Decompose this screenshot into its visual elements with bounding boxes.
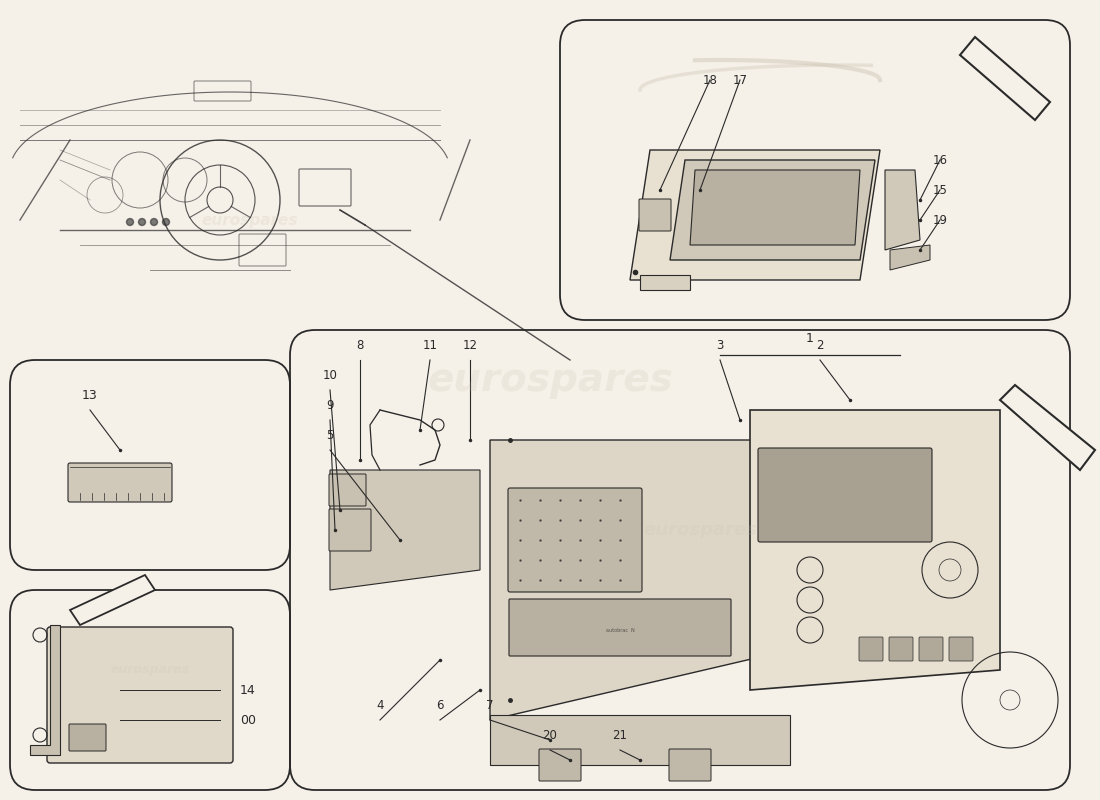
Circle shape	[126, 218, 133, 226]
FancyBboxPatch shape	[509, 599, 732, 656]
Polygon shape	[960, 37, 1050, 120]
FancyBboxPatch shape	[329, 509, 371, 551]
Text: 17: 17	[733, 74, 748, 86]
Circle shape	[139, 218, 145, 226]
Circle shape	[151, 218, 157, 226]
Polygon shape	[30, 625, 60, 755]
Polygon shape	[750, 410, 1000, 690]
FancyBboxPatch shape	[949, 637, 974, 661]
Text: 20: 20	[542, 729, 558, 742]
Text: 15: 15	[933, 183, 947, 197]
Circle shape	[163, 218, 169, 226]
Text: 4: 4	[376, 699, 384, 712]
FancyBboxPatch shape	[639, 199, 671, 231]
FancyBboxPatch shape	[859, 637, 883, 661]
Polygon shape	[670, 160, 874, 260]
Text: 11: 11	[422, 339, 438, 352]
Text: 00: 00	[240, 714, 256, 726]
Text: eurospares: eurospares	[201, 213, 298, 227]
FancyBboxPatch shape	[918, 637, 943, 661]
FancyBboxPatch shape	[669, 749, 711, 781]
Text: eurospares: eurospares	[110, 663, 189, 677]
Polygon shape	[330, 470, 480, 590]
Text: 10: 10	[322, 369, 338, 382]
Text: 19: 19	[933, 214, 947, 226]
Polygon shape	[640, 275, 690, 290]
Text: 13: 13	[82, 389, 98, 402]
Text: 12: 12	[462, 339, 477, 352]
Text: 1: 1	[806, 332, 814, 345]
Text: 18: 18	[703, 74, 717, 86]
FancyBboxPatch shape	[508, 488, 642, 592]
Polygon shape	[1000, 385, 1094, 470]
FancyBboxPatch shape	[329, 474, 366, 506]
FancyBboxPatch shape	[69, 724, 106, 751]
Text: 16: 16	[933, 154, 947, 166]
Text: 2: 2	[816, 339, 824, 352]
Text: eurospares: eurospares	[427, 361, 673, 399]
FancyBboxPatch shape	[889, 637, 913, 661]
FancyBboxPatch shape	[47, 627, 233, 763]
Text: autobrac  N: autobrac N	[606, 627, 635, 633]
Text: 8: 8	[356, 339, 364, 352]
FancyBboxPatch shape	[539, 749, 581, 781]
Text: 9: 9	[327, 399, 333, 412]
Polygon shape	[886, 170, 920, 250]
Polygon shape	[490, 440, 790, 720]
Text: 7: 7	[486, 699, 494, 712]
Text: 5: 5	[327, 429, 333, 442]
Polygon shape	[630, 150, 880, 280]
FancyBboxPatch shape	[758, 448, 932, 542]
Polygon shape	[890, 245, 930, 270]
FancyBboxPatch shape	[68, 463, 172, 502]
Text: 14: 14	[240, 683, 255, 697]
Polygon shape	[690, 170, 860, 245]
Polygon shape	[70, 575, 155, 625]
Text: eurospares: eurospares	[644, 521, 757, 539]
Polygon shape	[490, 715, 790, 765]
Text: 6: 6	[437, 699, 443, 712]
Text: 21: 21	[613, 729, 627, 742]
Text: 3: 3	[716, 339, 724, 352]
